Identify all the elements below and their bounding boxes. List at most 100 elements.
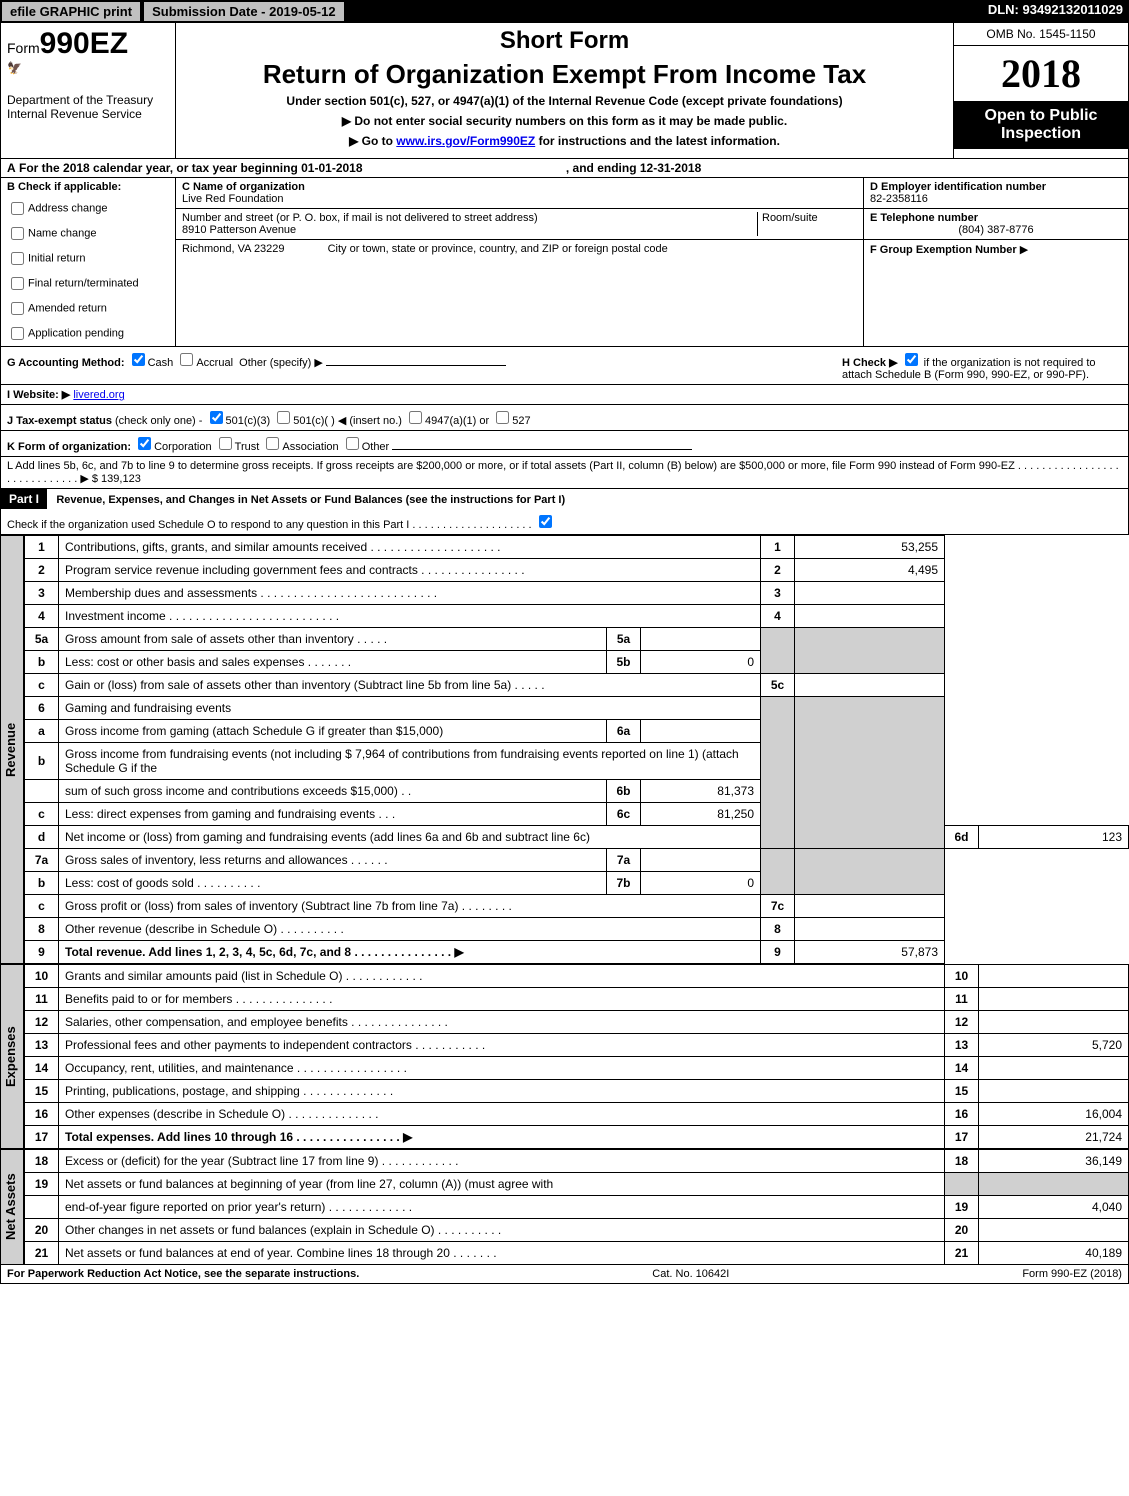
box-c-label: C Name of organization bbox=[182, 181, 857, 193]
table-row: cGain or (loss) from sale of assets othe… bbox=[25, 674, 1129, 697]
label-accrual: Accrual bbox=[196, 357, 233, 369]
table-row: 1Contributions, gifts, grants, and simil… bbox=[25, 536, 1129, 559]
label-corporation: Corporation bbox=[154, 441, 211, 453]
check-527[interactable] bbox=[496, 411, 509, 424]
top-bar: efile GRAPHIC print Submission Date - 20… bbox=[0, 0, 1129, 23]
table-row: 12Salaries, other compensation, and empl… bbox=[25, 1011, 1129, 1034]
table-row: bGross income from fundraising events (n… bbox=[25, 743, 1129, 780]
instruction-1: ▶ Do not enter social security numbers o… bbox=[180, 114, 949, 128]
check-initial-return[interactable] bbox=[11, 252, 24, 265]
table-row: 20Other changes in net assets or fund ba… bbox=[25, 1219, 1129, 1242]
label-501c3: 501(c)(3) bbox=[226, 415, 271, 427]
label-final-return: Final return/terminated bbox=[28, 277, 139, 289]
ein-label: D Employer identification number bbox=[870, 181, 1122, 193]
phone-value: (804) 387-8776 bbox=[870, 224, 1122, 236]
box-b-header: B Check if applicable: bbox=[1, 178, 175, 196]
check-4947[interactable] bbox=[409, 411, 422, 424]
line-j: J Tax-exempt status (check only one) - 5… bbox=[0, 405, 1129, 431]
group-arrow: ▶ bbox=[1020, 244, 1028, 256]
part-1-title: Revenue, Expenses, and Changes in Net As… bbox=[50, 491, 571, 509]
city-label: City or town, state or province, country… bbox=[328, 243, 668, 255]
short-form-title: Short Form bbox=[180, 27, 949, 55]
net-assets-table: 18Excess or (deficit) for the year (Subt… bbox=[24, 1149, 1129, 1265]
check-cash[interactable] bbox=[132, 353, 145, 366]
org-name: Live Red Foundation bbox=[182, 193, 857, 205]
street-value: 8910 Patterson Avenue bbox=[182, 224, 757, 236]
label-initial-return: Initial return bbox=[28, 252, 85, 264]
check-other-org[interactable] bbox=[346, 437, 359, 450]
check-trust[interactable] bbox=[219, 437, 232, 450]
tax-year: 2018 bbox=[954, 46, 1128, 101]
form-subtitle: Under section 501(c), 527, or 4947(a)(1)… bbox=[180, 94, 949, 108]
footer-left: For Paperwork Reduction Act Notice, see … bbox=[7, 1268, 359, 1280]
table-row: 18Excess or (deficit) for the year (Subt… bbox=[25, 1150, 1129, 1173]
check-accrual[interactable] bbox=[180, 353, 193, 366]
label-trust: Trust bbox=[235, 441, 260, 453]
check-name-change[interactable] bbox=[11, 227, 24, 240]
table-row: cGross profit or (loss) from sales of in… bbox=[25, 895, 1129, 918]
check-line-h[interactable] bbox=[905, 353, 918, 366]
label-other-specify: Other (specify) ▶ bbox=[239, 357, 323, 369]
line-g-label: G Accounting Method: bbox=[7, 357, 125, 369]
website-link[interactable]: livered.org bbox=[73, 389, 124, 401]
check-address-change[interactable] bbox=[11, 202, 24, 215]
check-amended-return[interactable] bbox=[11, 302, 24, 315]
table-row: 14Occupancy, rent, utilities, and mainte… bbox=[25, 1057, 1129, 1080]
check-association[interactable] bbox=[266, 437, 279, 450]
table-row: 13Professional fees and other payments t… bbox=[25, 1034, 1129, 1057]
table-row: aGross income from gaming (attach Schedu… bbox=[25, 720, 1129, 743]
table-row: 16Other expenses (describe in Schedule O… bbox=[25, 1103, 1129, 1126]
line-l: L Add lines 5b, 6c, and 7b to line 9 to … bbox=[0, 457, 1129, 489]
expenses-table: 10Grants and similar amounts paid (list … bbox=[24, 964, 1129, 1149]
line-k-label: K Form of organization: bbox=[7, 441, 131, 453]
label-association: Association bbox=[282, 441, 338, 453]
line-j-note: (check only one) - bbox=[115, 415, 202, 427]
check-corporation[interactable] bbox=[138, 437, 151, 450]
table-row: bLess: cost or other basis and sales exp… bbox=[25, 651, 1129, 674]
form-header: Form990EZ 🦅 Department of the Treasury I… bbox=[0, 23, 1129, 159]
check-application-pending[interactable] bbox=[11, 327, 24, 340]
table-row: 7aGross sales of inventory, less returns… bbox=[25, 849, 1129, 872]
line-i-label: I Website: ▶ bbox=[7, 389, 70, 401]
line-l-amount: ▶ $ 139,123 bbox=[80, 473, 140, 485]
table-row: dNet income or (loss) from gaming and fu… bbox=[25, 826, 1129, 849]
group-exemption-label: F Group Exemption Number bbox=[870, 244, 1017, 256]
part-1-header: Part I Revenue, Expenses, and Changes in… bbox=[0, 489, 1129, 535]
form-title: Return of Organization Exempt From Incom… bbox=[180, 59, 949, 90]
table-row: 17Total expenses. Add lines 10 through 1… bbox=[25, 1126, 1129, 1149]
net-assets-section: Net Assets 18Excess or (deficit) for the… bbox=[0, 1149, 1129, 1265]
check-501c[interactable] bbox=[277, 411, 290, 424]
line-k: K Form of organization: Corporation Trus… bbox=[0, 431, 1129, 457]
identity-block: B Check if applicable: Address change Na… bbox=[0, 178, 1129, 347]
label-501c: 501(c)( ) ◀ (insert no.) bbox=[293, 415, 402, 427]
check-501c3[interactable] bbox=[210, 411, 223, 424]
footer-form-ref: Form 990-EZ (2018) bbox=[1022, 1268, 1122, 1280]
form-number: Form990EZ bbox=[7, 27, 169, 61]
part-1-checkline: Check if the organization used Schedule … bbox=[1, 509, 1128, 534]
instruction-2: ▶ Go to www.irs.gov/Form990EZ for instru… bbox=[180, 134, 949, 148]
irs-link[interactable]: www.irs.gov/Form990EZ bbox=[396, 134, 535, 148]
label-name-change: Name change bbox=[28, 227, 97, 239]
table-row: bLess: cost of goods sold . . . . . . . … bbox=[25, 872, 1129, 895]
table-row: 8Other revenue (describe in Schedule O) … bbox=[25, 918, 1129, 941]
table-row: end-of-year figure reported on prior yea… bbox=[25, 1196, 1129, 1219]
revenue-table: 1Contributions, gifts, grants, and simil… bbox=[24, 535, 1129, 964]
net-assets-side-label: Net Assets bbox=[0, 1149, 24, 1265]
line-j-label: J Tax-exempt status bbox=[7, 415, 112, 427]
line-h-label: H Check ▶ bbox=[842, 357, 898, 369]
table-row: 2Program service revenue including gover… bbox=[25, 559, 1129, 582]
submission-date-chip: Submission Date - 2019-05-12 bbox=[143, 1, 345, 22]
table-row: 4Investment income . . . . . . . . . . .… bbox=[25, 605, 1129, 628]
label-application-pending: Application pending bbox=[28, 327, 124, 339]
open-to-public: Open to Public Inspection bbox=[954, 101, 1128, 149]
expenses-section: Expenses 10Grants and similar amounts pa… bbox=[0, 964, 1129, 1149]
table-row: 6Gaming and fundraising events bbox=[25, 697, 1129, 720]
label-cash: Cash bbox=[148, 357, 174, 369]
efile-print-button[interactable]: efile GRAPHIC print bbox=[1, 1, 141, 22]
check-final-return[interactable] bbox=[11, 277, 24, 290]
table-row: 15Printing, publications, postage, and s… bbox=[25, 1080, 1129, 1103]
check-schedule-o[interactable] bbox=[539, 515, 552, 528]
page-footer: For Paperwork Reduction Act Notice, see … bbox=[0, 1265, 1129, 1284]
part-1-label: Part I bbox=[1, 489, 47, 509]
city-value: Richmond, VA 23229 bbox=[182, 243, 285, 255]
